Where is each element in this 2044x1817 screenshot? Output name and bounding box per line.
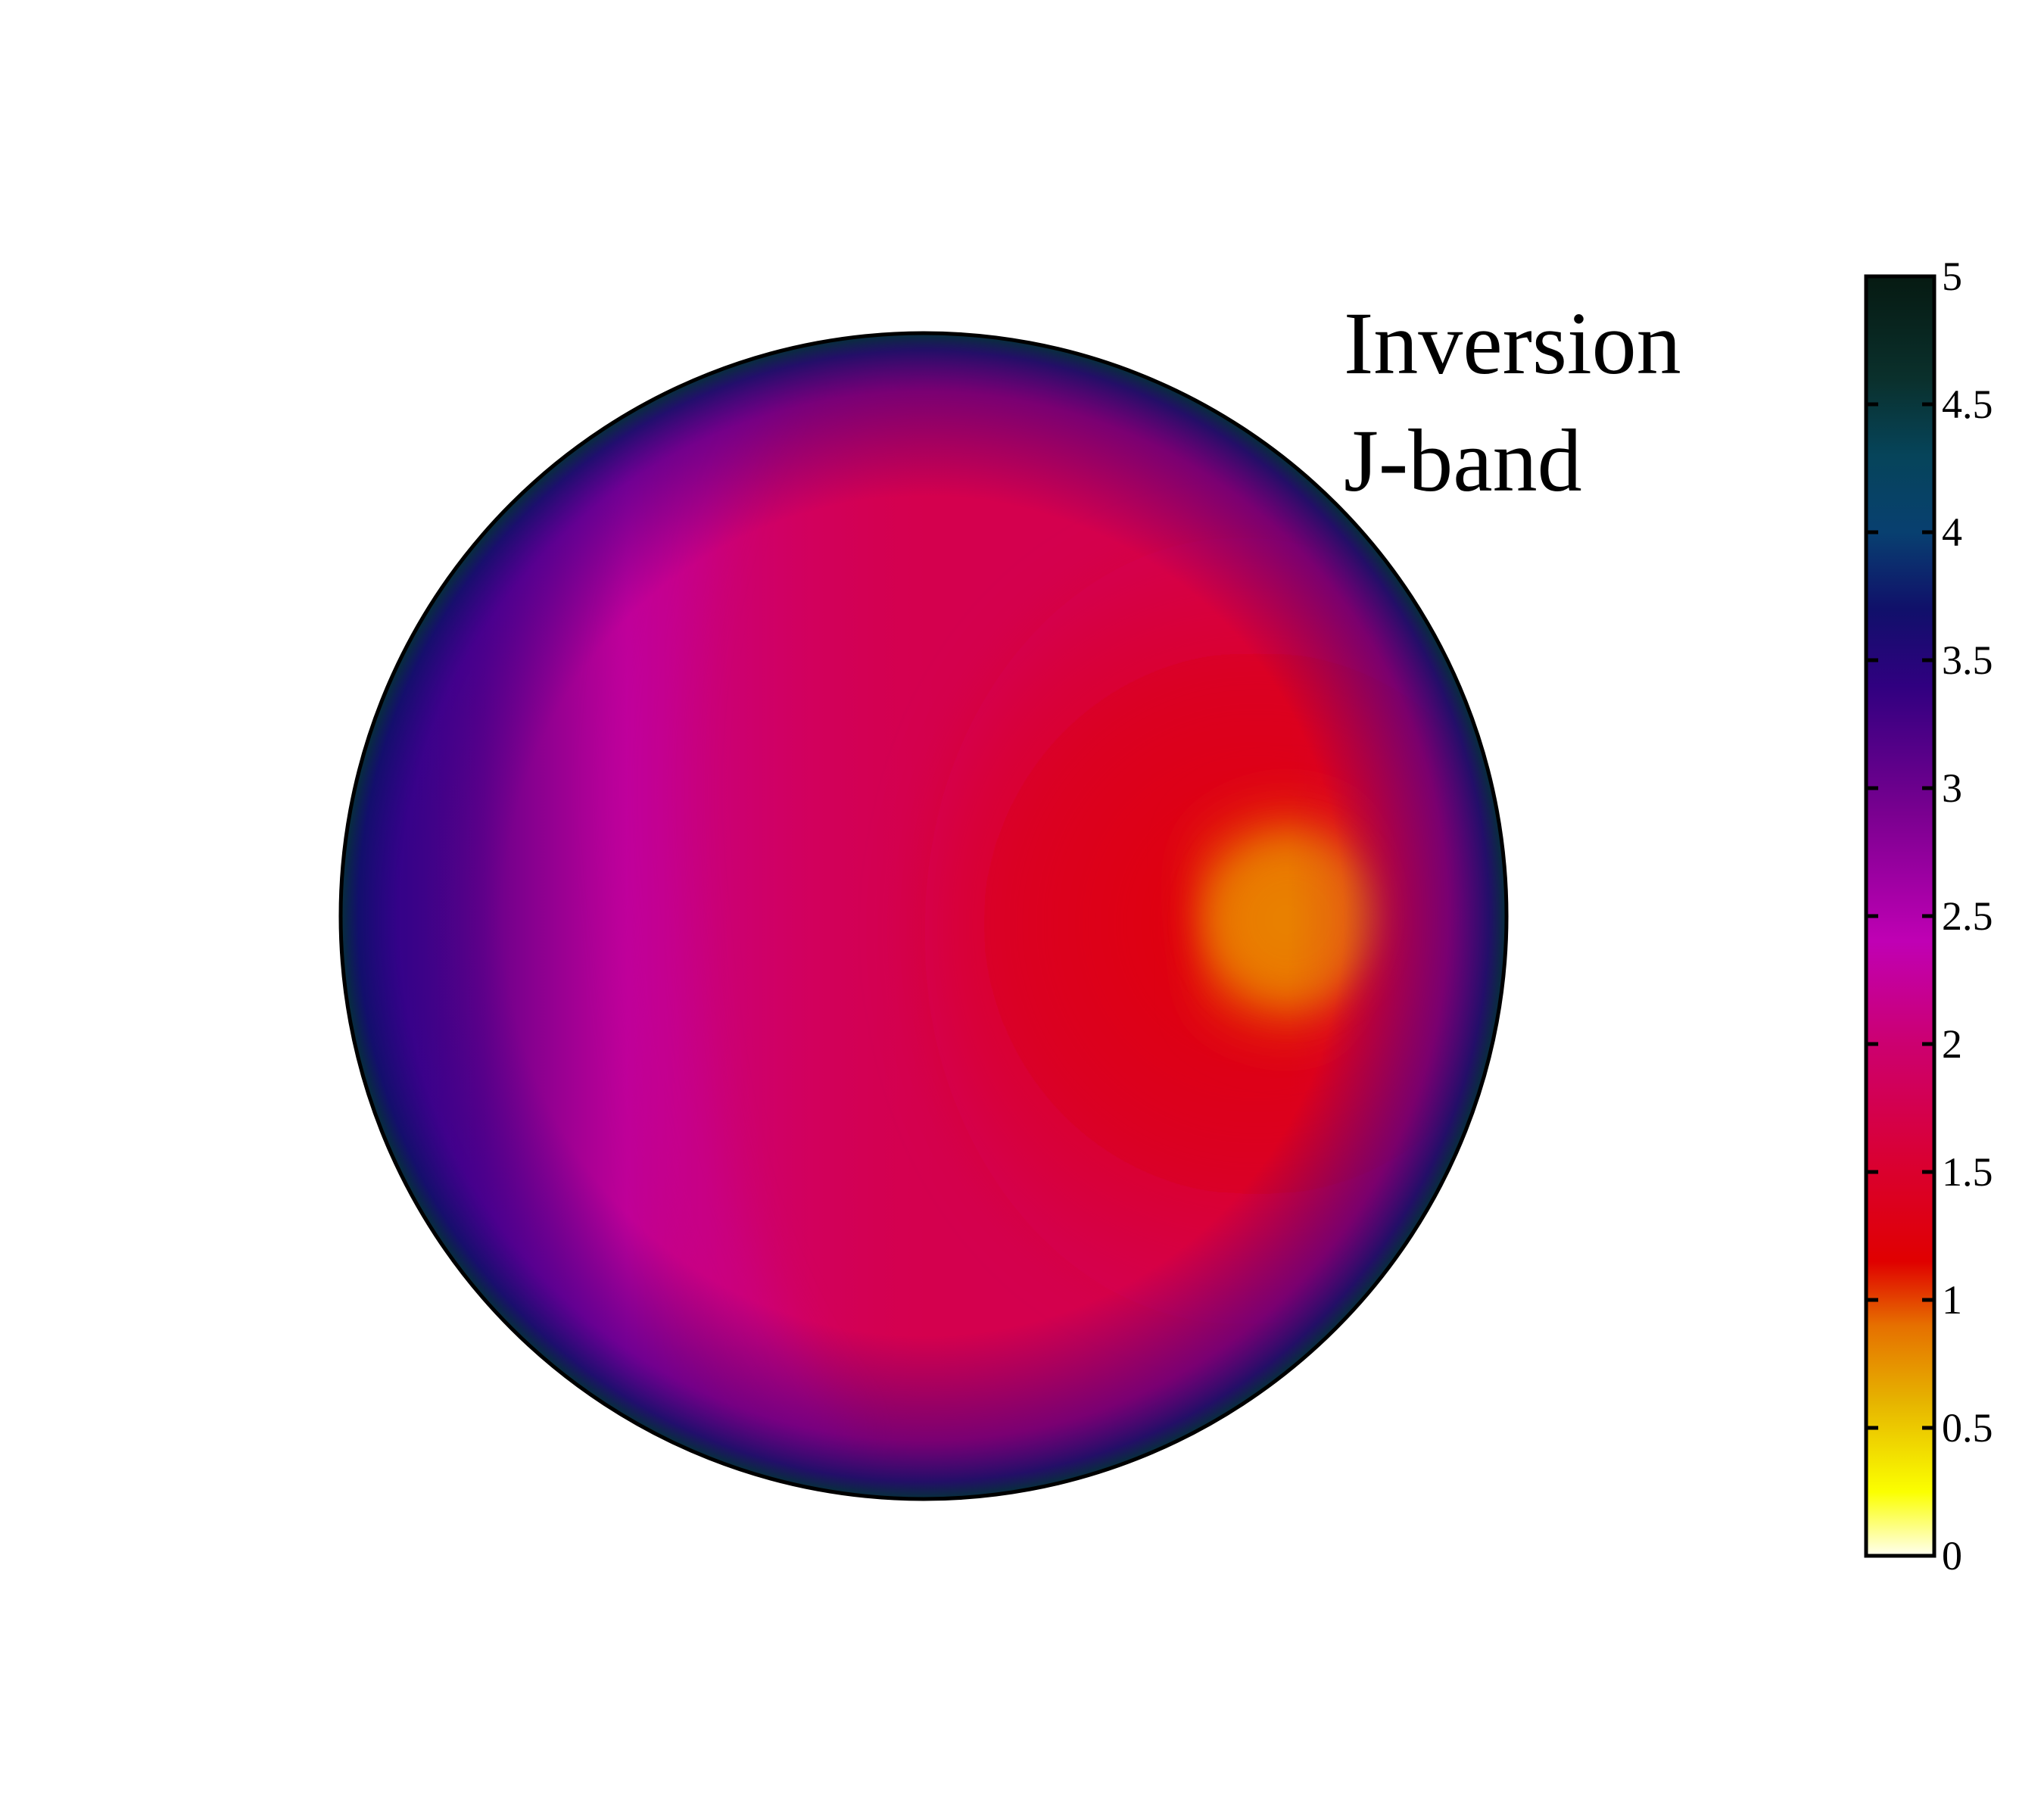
colorbar-tick-label: 2 xyxy=(1942,1021,1962,1067)
chart-title-line-1: Inversion xyxy=(1344,294,1681,393)
colorbar-tick-label: 1 xyxy=(1942,1277,1962,1323)
limb-darkening xyxy=(341,333,1507,1499)
colorbar-tick-label: 5 xyxy=(1942,254,1962,299)
chart-title-line-2: J-band xyxy=(1344,411,1582,510)
colorbar-tick-label: 0 xyxy=(1942,1533,1962,1579)
colorbar: 0 0.5 1 1.5 2 2.5 3 3.5 4 4.5 5 xyxy=(1864,254,1993,1579)
colorbar-tick-label: 1.5 xyxy=(1942,1149,1993,1195)
colorbar-tick-label: 3 xyxy=(1942,765,1962,811)
colorbar-tick-label: 3.5 xyxy=(1942,637,1993,683)
colorbar-tick-label: 4.5 xyxy=(1942,382,1993,427)
colorbar-tick-label: 4 xyxy=(1942,510,1962,555)
colorbar-tick-label: 2.5 xyxy=(1942,893,1993,939)
colorbar-ticks: 0 0.5 1 1.5 2 2.5 3 3.5 4 4.5 5 xyxy=(1866,254,1993,1579)
colorbar-tick-label: 0.5 xyxy=(1942,1405,1993,1451)
disk-outline xyxy=(338,331,1509,1501)
